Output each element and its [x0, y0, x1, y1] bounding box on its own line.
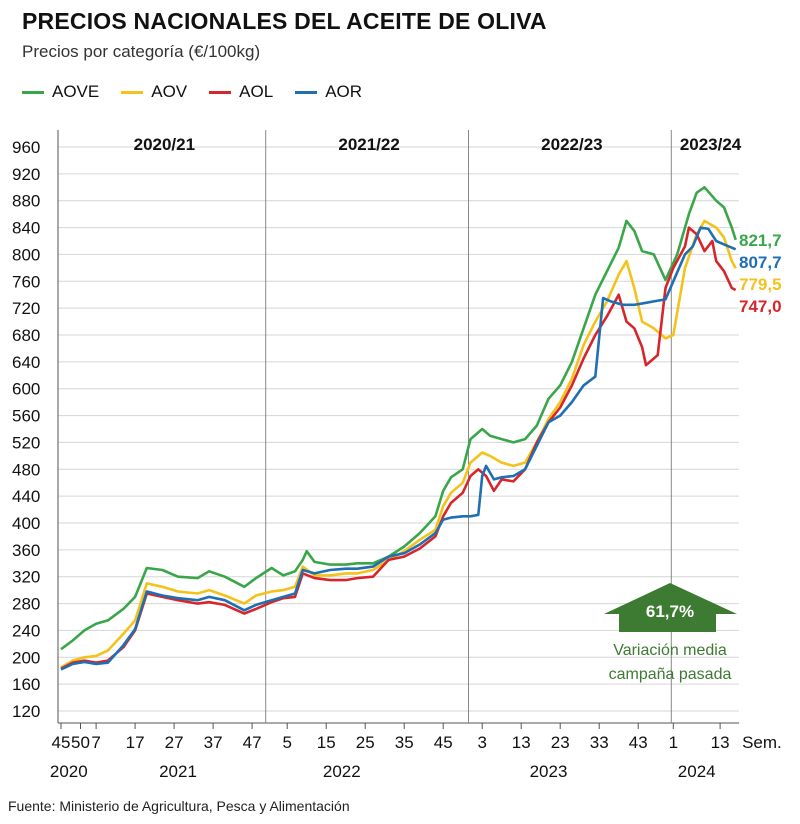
series-line-aor [60, 226, 737, 671]
x-tick-label: 43 [629, 733, 648, 752]
end-value-label-aov: 779,5 [739, 275, 782, 294]
y-tick-label: 720 [12, 299, 40, 318]
y-tick-label: 360 [12, 541, 40, 560]
x-tick-label: 13 [711, 733, 730, 752]
y-tick-label: 840 [12, 219, 40, 238]
y-tick-label: 920 [12, 165, 40, 184]
x-tick-label: 7 [91, 733, 100, 752]
y-tick-label: 400 [12, 514, 40, 533]
y-tick-label: 160 [12, 675, 40, 694]
legend-label-aove: AOVE [52, 82, 100, 101]
x-tick-label: 23 [551, 733, 570, 752]
x-tick-label: 50 [71, 733, 90, 752]
legend-swatch-aov [121, 90, 144, 94]
end-value-label-aove: 821,7 [739, 231, 782, 250]
x-tick-label: 45 [434, 733, 453, 752]
chart-title: PRECIOS NACIONALES DEL ACEITE DE OLIVA [22, 8, 547, 34]
y-tick-label: 320 [12, 568, 40, 587]
x-tick-label: 33 [590, 733, 609, 752]
y-tick-label: 520 [12, 433, 40, 452]
chart-subtitle: Precios por categoría (€/100kg) [22, 42, 261, 61]
y-tick-label: 240 [12, 621, 40, 640]
season-label: 2021/22 [338, 135, 399, 154]
y-tick-label: 200 [12, 648, 40, 667]
year-label: 2024 [678, 762, 716, 781]
season-label: 2020/21 [134, 135, 195, 154]
x-tick-label: 25 [356, 733, 375, 752]
legend-item-aov: AOV [121, 82, 187, 102]
x-tick-label: 13 [512, 733, 531, 752]
year-label: 2022 [323, 762, 361, 781]
x-tick-label: 45 [52, 733, 71, 752]
series-line-aove [60, 186, 737, 651]
end-value-label-aol: 747,0 [739, 297, 782, 316]
annotation-value: 61,7% [646, 602, 694, 621]
season-label: 2023/24 [680, 135, 742, 154]
legend-label-aor: AOR [325, 82, 363, 101]
year-label: 2021 [159, 762, 197, 781]
y-tick-label: 760 [12, 272, 40, 291]
annotation-line-1: Variación media [613, 642, 727, 659]
legend: AOVE AOV AOL AOR [22, 82, 362, 102]
y-tick-label: 880 [12, 192, 40, 211]
x-tick-label: 37 [204, 733, 223, 752]
x-tick-label: 3 [477, 733, 486, 752]
legend-item-aor: AOR [295, 82, 362, 102]
legend-swatch-aove [22, 90, 44, 94]
y-tick-label: 480 [12, 460, 40, 479]
up-arrow-icon [604, 583, 737, 632]
legend-swatch-aol [209, 90, 232, 94]
end-value-label-aor: 807,7 [739, 253, 782, 272]
year-label: 2020 [50, 762, 88, 781]
x-tick-label: 17 [126, 733, 145, 752]
y-tick-label: 640 [12, 353, 40, 372]
annotation-line-2: campaña pasada [609, 666, 732, 683]
legend-item-aol: AOL [209, 82, 273, 102]
x-tick-label: 1 [669, 733, 678, 752]
y-tick-label: 600 [12, 380, 40, 399]
legend-item-aove: AOVE [22, 82, 99, 102]
y-tick-label: 280 [12, 595, 40, 614]
legend-label-aov: AOV [151, 82, 188, 101]
x-tick-label: 5 [282, 733, 291, 752]
y-tick-label: 440 [12, 487, 40, 506]
season-label: 2022/23 [541, 135, 602, 154]
legend-swatch-aor [295, 90, 318, 94]
x-tick-label: 27 [165, 733, 184, 752]
year-label: 2023 [530, 762, 568, 781]
y-tick-label: 680 [12, 326, 40, 345]
y-tick-label: 800 [12, 245, 40, 264]
series-line-aov [60, 219, 737, 669]
legend-label-aol: AOL [239, 82, 274, 101]
x-unit-label: Sem. [742, 733, 782, 752]
x-tick-label: 47 [243, 733, 262, 752]
source-note: Fuente: Ministerio de Agricultura, Pesca… [8, 798, 350, 814]
y-tick-label: 120 [12, 702, 40, 721]
y-tick-label: 960 [12, 138, 40, 157]
y-tick-label: 560 [12, 407, 40, 426]
x-tick-label: 35 [395, 733, 414, 752]
x-tick-label: 15 [317, 733, 336, 752]
